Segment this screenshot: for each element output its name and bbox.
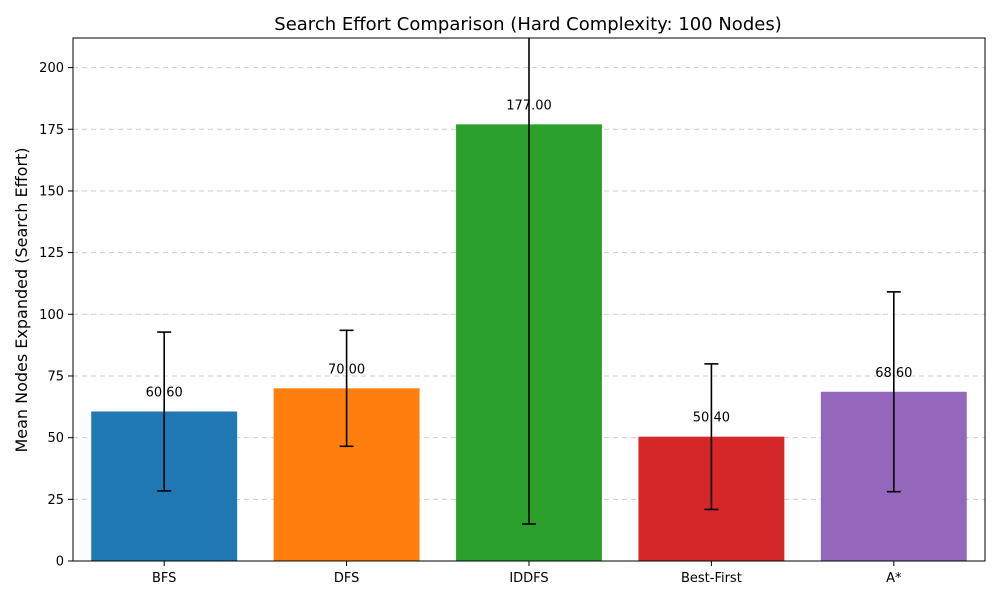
y-axis-label: Mean Nodes Expanded (Search Effort) — [12, 147, 31, 452]
y-tick-label: 75 — [47, 369, 64, 384]
x-tick-label: DFS — [334, 571, 360, 586]
y-tick-label: 200 — [39, 61, 64, 76]
value-label: 70.00 — [328, 362, 365, 377]
value-label: 68.60 — [875, 366, 912, 381]
x-tick-label: IDDFS — [509, 571, 548, 586]
y-tick-label: 0 — [56, 555, 64, 570]
axis-ticks: 0 25 50 75 100 125 150 175 200 BFS DFS IDDFS Best-Fi… — [39, 61, 902, 586]
y-tick-label: 150 — [39, 184, 64, 199]
x-tick-label: A* — [886, 571, 902, 586]
chart-title: Search Effort Comparison (Hard Complexit… — [274, 14, 781, 35]
error-bars — [157, 38, 901, 525]
x-tick-label: BFS — [152, 571, 176, 586]
y-tick-label: 100 — [39, 308, 64, 323]
value-labels: 60.60 70.00 177.00 50.40 68.60 — [146, 98, 913, 425]
y-tick-label: 125 — [39, 246, 64, 261]
value-label: 177.00 — [506, 98, 552, 113]
x-tick-label: Best-First — [681, 571, 742, 586]
y-tick-label: 25 — [47, 493, 64, 508]
value-label: 50.40 — [693, 411, 730, 426]
value-label: 60.60 — [146, 386, 183, 401]
y-tick-label: 175 — [39, 123, 64, 138]
y-tick-label: 50 — [47, 431, 64, 446]
